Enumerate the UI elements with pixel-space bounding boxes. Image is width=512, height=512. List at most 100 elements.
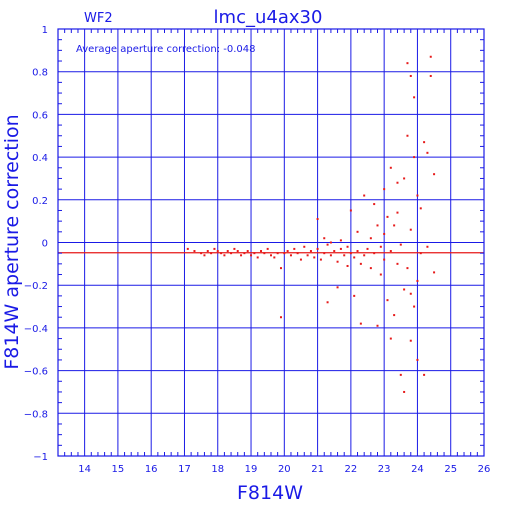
data-point [306,254,309,257]
data-point [406,62,409,65]
data-point [373,203,376,206]
data-point [256,256,259,259]
data-point [386,299,389,302]
data-point [413,156,416,159]
data-point [396,211,399,214]
y-tick-label: 1 [42,25,48,36]
data-point [389,166,392,169]
x-tick-label: 14 [78,464,91,475]
x-tick-label: 21 [311,464,324,475]
data-point [210,252,213,255]
data-point [339,239,342,242]
data-point [406,134,409,137]
data-point [316,247,319,250]
x-tick-label: 25 [444,464,457,475]
data-point [416,279,419,282]
data-point [309,250,312,253]
data-point [323,237,326,240]
y-tick-label: 0.4 [32,153,48,164]
data-point [326,243,329,246]
data-point [200,252,203,255]
data-point [353,294,356,297]
data-point [236,250,239,253]
data-point [376,324,379,327]
x-tick-label: 20 [278,464,291,475]
grid [58,28,485,457]
data-point [403,390,406,393]
y-tick-label: −1 [33,452,48,463]
data-point [203,254,206,257]
data-point [336,260,339,263]
data-point [286,250,289,253]
data-point [316,218,319,221]
y-tick-label: −0.6 [24,367,48,378]
data-point [399,373,402,376]
data-point [433,173,436,176]
data-point [213,247,216,250]
panel-label: WF2 [84,11,113,26]
data-point [260,250,263,253]
data-point [356,250,359,253]
data-point [383,258,386,261]
y-tick-label: 0.2 [32,196,48,207]
data-point [293,247,296,250]
x-tick-label: 26 [478,464,491,475]
data-point [336,286,339,289]
data-point [333,250,336,253]
data-point [356,230,359,233]
data-point [419,252,422,255]
data-point [279,267,282,270]
data-point [373,252,376,255]
data-point [323,252,326,255]
data-point [426,245,429,248]
data-point [349,209,352,212]
data-point [426,151,429,154]
y-tick-label: −0.4 [24,324,48,335]
chart-title: lmc_u4ax30 [214,7,323,28]
data-point [339,247,342,250]
data-point [383,232,386,235]
y-tick-label: 0.6 [32,110,48,121]
x-axis-title: F814W [237,482,303,504]
data-point [353,256,356,259]
data-point [313,256,316,259]
data-point [253,252,256,255]
x-tick-label: 18 [211,464,224,475]
data-point [379,245,382,248]
y-tick-label: −0.8 [24,409,48,420]
data-point [326,301,329,304]
data-point [346,264,349,267]
data-point [409,339,412,342]
data-point [383,188,386,191]
data-point [369,237,372,240]
y-tick-label: 0.8 [32,68,48,79]
y-axis-title: F814W aperture correction [1,114,23,369]
data-point [349,252,352,255]
data-point [289,254,292,257]
x-tick-label: 17 [178,464,191,475]
data-point [413,305,416,308]
data-point [393,224,396,227]
data-point [346,245,349,248]
data-point [329,241,332,244]
data-point [403,177,406,180]
data-point [230,252,233,255]
data-point [343,254,346,257]
data-point [319,258,322,261]
data-point [276,252,279,255]
data-point [429,74,432,77]
x-tick-label: 23 [378,464,391,475]
data-point [429,55,432,58]
data-point [243,252,246,255]
data-point [396,181,399,184]
x-tick-label: 16 [145,464,158,475]
data-point [366,247,369,250]
data-point [389,250,392,253]
y-tick-label: −0.2 [24,281,48,292]
data-point [263,252,266,255]
data-point [233,247,236,250]
data-point [409,74,412,77]
tick-labels: 14 15 16 17 18 19 20 21 22 23 24 25 26 −1 −0.8 −0.6 −0.4… [24,25,491,475]
data-point [246,250,249,253]
data-point [419,207,422,210]
